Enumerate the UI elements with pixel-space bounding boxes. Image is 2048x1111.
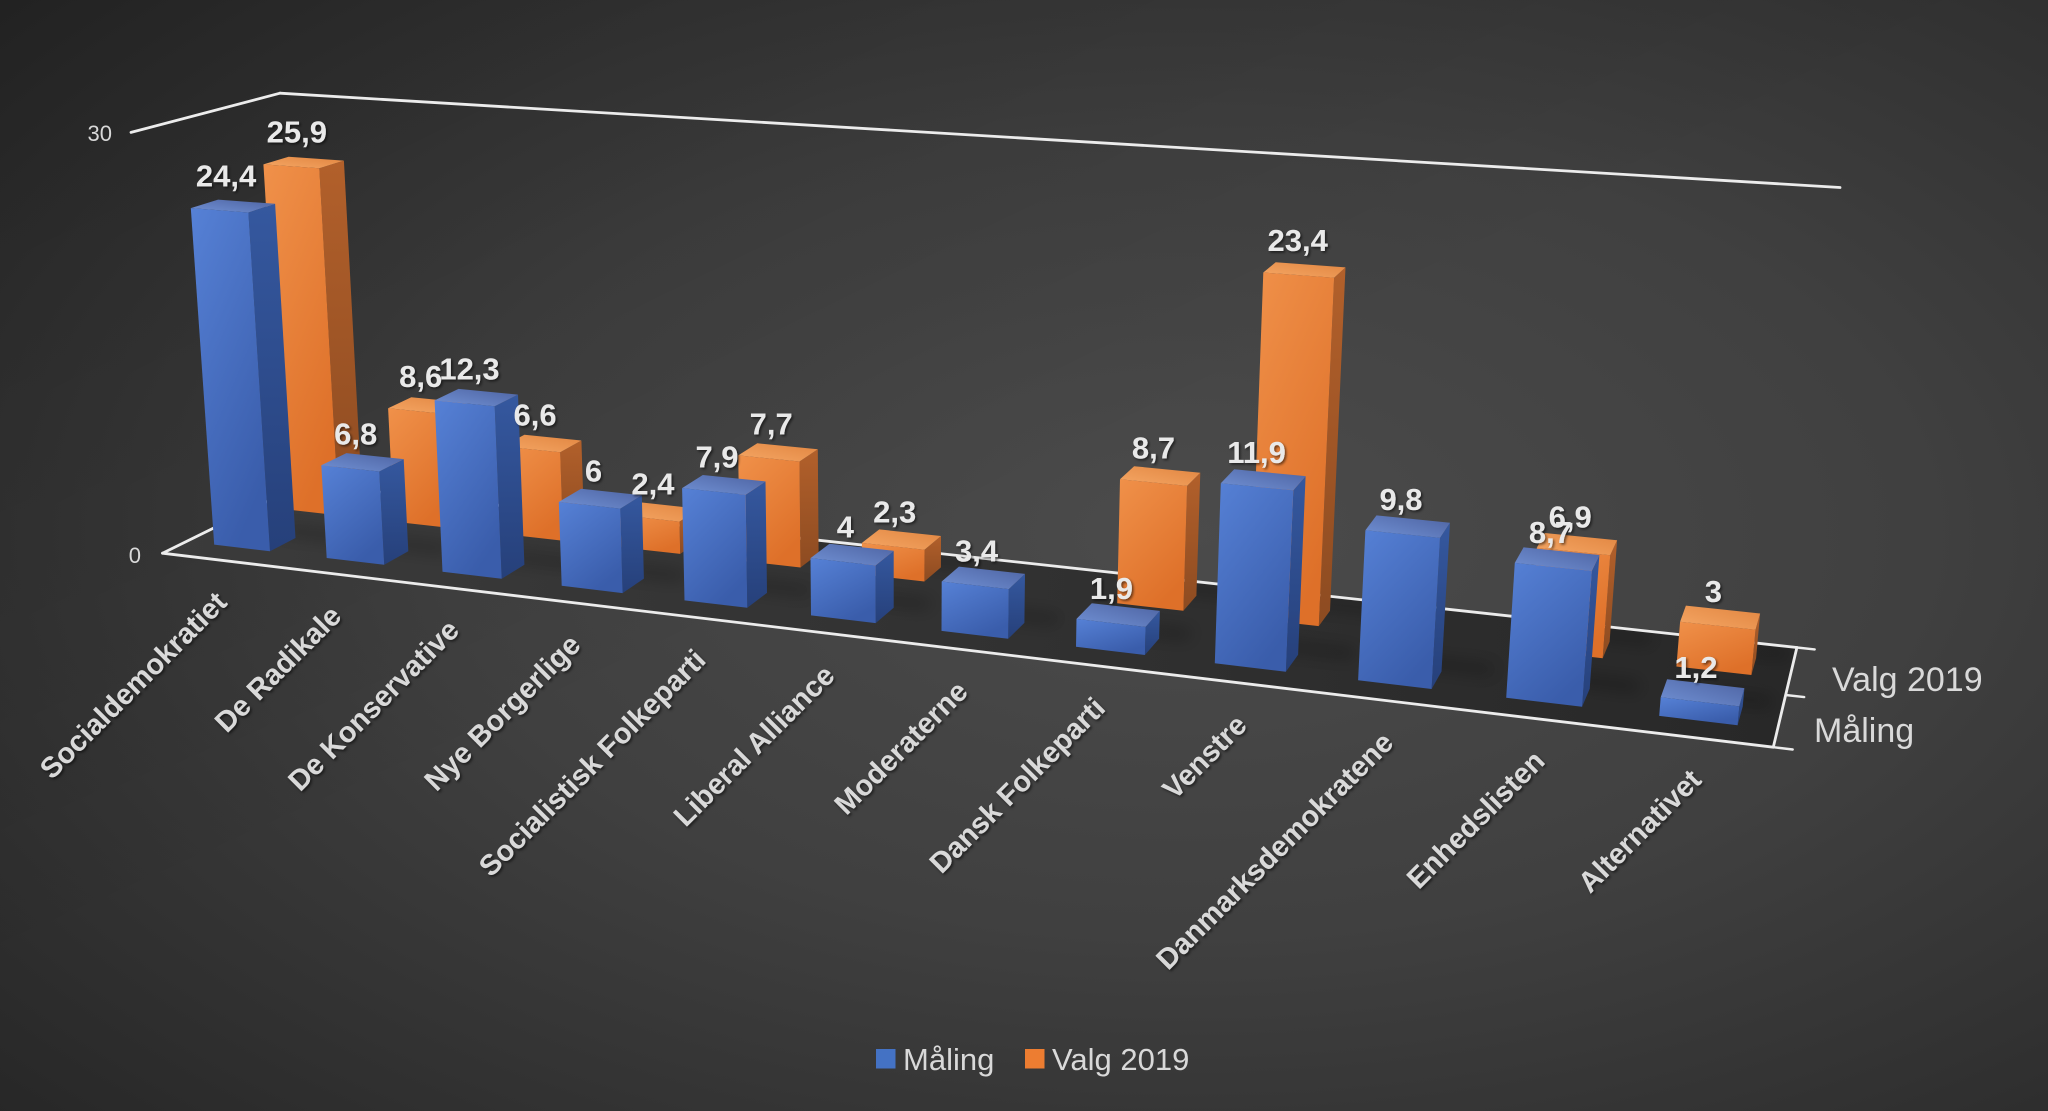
svg-text:24,4: 24,4 xyxy=(196,158,257,193)
svg-text:6,9: 6,9 xyxy=(1549,499,1592,534)
svg-text:8,6: 8,6 xyxy=(399,359,442,394)
svg-text:8,7: 8,7 xyxy=(1529,515,1572,550)
svg-text:Valg 2019: Valg 2019 xyxy=(1832,661,1983,699)
svg-text:25,9: 25,9 xyxy=(267,114,327,149)
svg-text:2,4: 2,4 xyxy=(631,466,675,501)
svg-text:4: 4 xyxy=(837,510,855,545)
svg-text:23,4: 23,4 xyxy=(1268,223,1329,258)
svg-text:1,2: 1,2 xyxy=(1674,650,1717,685)
svg-text:Måling: Måling xyxy=(903,1042,994,1077)
svg-text:6: 6 xyxy=(585,453,602,488)
svg-text:Måling: Måling xyxy=(1814,712,1914,750)
svg-text:3,4: 3,4 xyxy=(955,533,999,568)
svg-text:11,9: 11,9 xyxy=(1227,435,1286,470)
svg-text:30: 30 xyxy=(88,121,112,146)
svg-text:Valg 2019: Valg 2019 xyxy=(1052,1042,1189,1077)
svg-text:9,8: 9,8 xyxy=(1379,482,1422,517)
svg-text:8,7: 8,7 xyxy=(1132,431,1175,466)
svg-text:0: 0 xyxy=(129,543,141,568)
svg-text:6,6: 6,6 xyxy=(514,397,557,432)
svg-text:12,3: 12,3 xyxy=(439,351,499,386)
svg-text:1,9: 1,9 xyxy=(1090,571,1133,606)
svg-text:3: 3 xyxy=(1705,574,1722,609)
svg-text:2,3: 2,3 xyxy=(873,494,916,529)
svg-text:6,8: 6,8 xyxy=(334,416,377,451)
svg-text:7,9: 7,9 xyxy=(695,439,738,474)
svg-text:7,7: 7,7 xyxy=(750,407,793,442)
